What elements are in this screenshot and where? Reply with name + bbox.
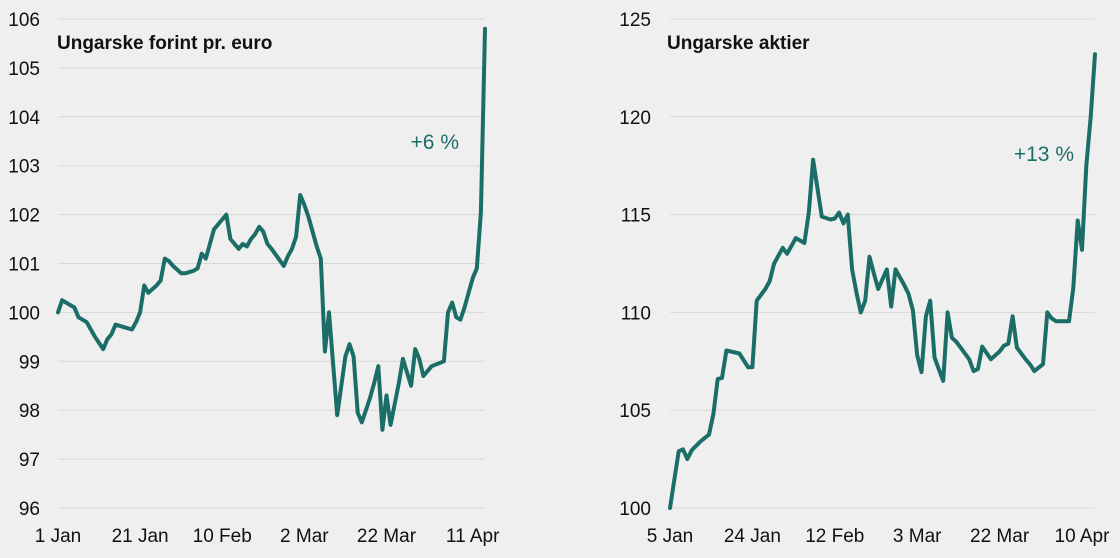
x-tick-label: 11 Apr [446,526,500,547]
y-tick-label: 125 [619,10,651,31]
x-tick-label: 21 Jan [112,526,169,547]
y-tick-label: 120 [619,108,651,129]
x-tick-label: 5 Jan [647,526,693,547]
x-tick-label: 22 Mar [970,526,1030,547]
y-tick-label: 110 [621,303,651,324]
y-tick-label: 99 [19,352,40,373]
y-tick-label: 102 [8,206,40,227]
y-tick-label: 104 [8,108,40,129]
y-tick-label: 115 [621,206,651,227]
y-tick-label: 98 [19,401,40,422]
y-tick-label: 97 [19,450,40,471]
y-tick-label: 105 [8,59,40,80]
y-tick-label: 106 [8,10,40,31]
y-tick-label: 100 [619,499,651,520]
chart-forint-per-euro: 96 97 98 99 100 101 102 103 104 105 106 1 Jan 21 Jan… [8,10,500,547]
chart-title: Ungarske aktier [667,33,810,54]
x-tick-label: 1 Jan [35,526,81,547]
x-tick-label: 10 Apr [1055,526,1111,547]
x-tick-label: 10 Feb [193,526,252,547]
y-tick-label: 101 [8,255,40,276]
y-tick-label: 105 [619,401,651,422]
change-annotation: +13 % [1014,143,1074,166]
y-tick-label: 103 [8,157,40,178]
y-tick-label: 100 [8,303,40,324]
x-tick-label: 12 Feb [805,526,864,547]
x-tick-label: 3 Mar [893,526,942,547]
x-tick-label: 22 Mar [357,526,417,547]
y-tick-label: 96 [19,499,40,520]
chart-hungarian-stocks: 100 105 110 115 120 125 5 Jan 24 Jan 12 Feb 3 Mar… [619,10,1110,547]
change-annotation: +6 % [411,131,459,154]
series-line [56,26,487,432]
x-tick-label: 24 Jan [724,526,781,547]
series-line [668,52,1097,510]
chart-title: Ungarske forint pr. euro [57,33,272,54]
x-tick-label: 2 Mar [280,526,329,547]
